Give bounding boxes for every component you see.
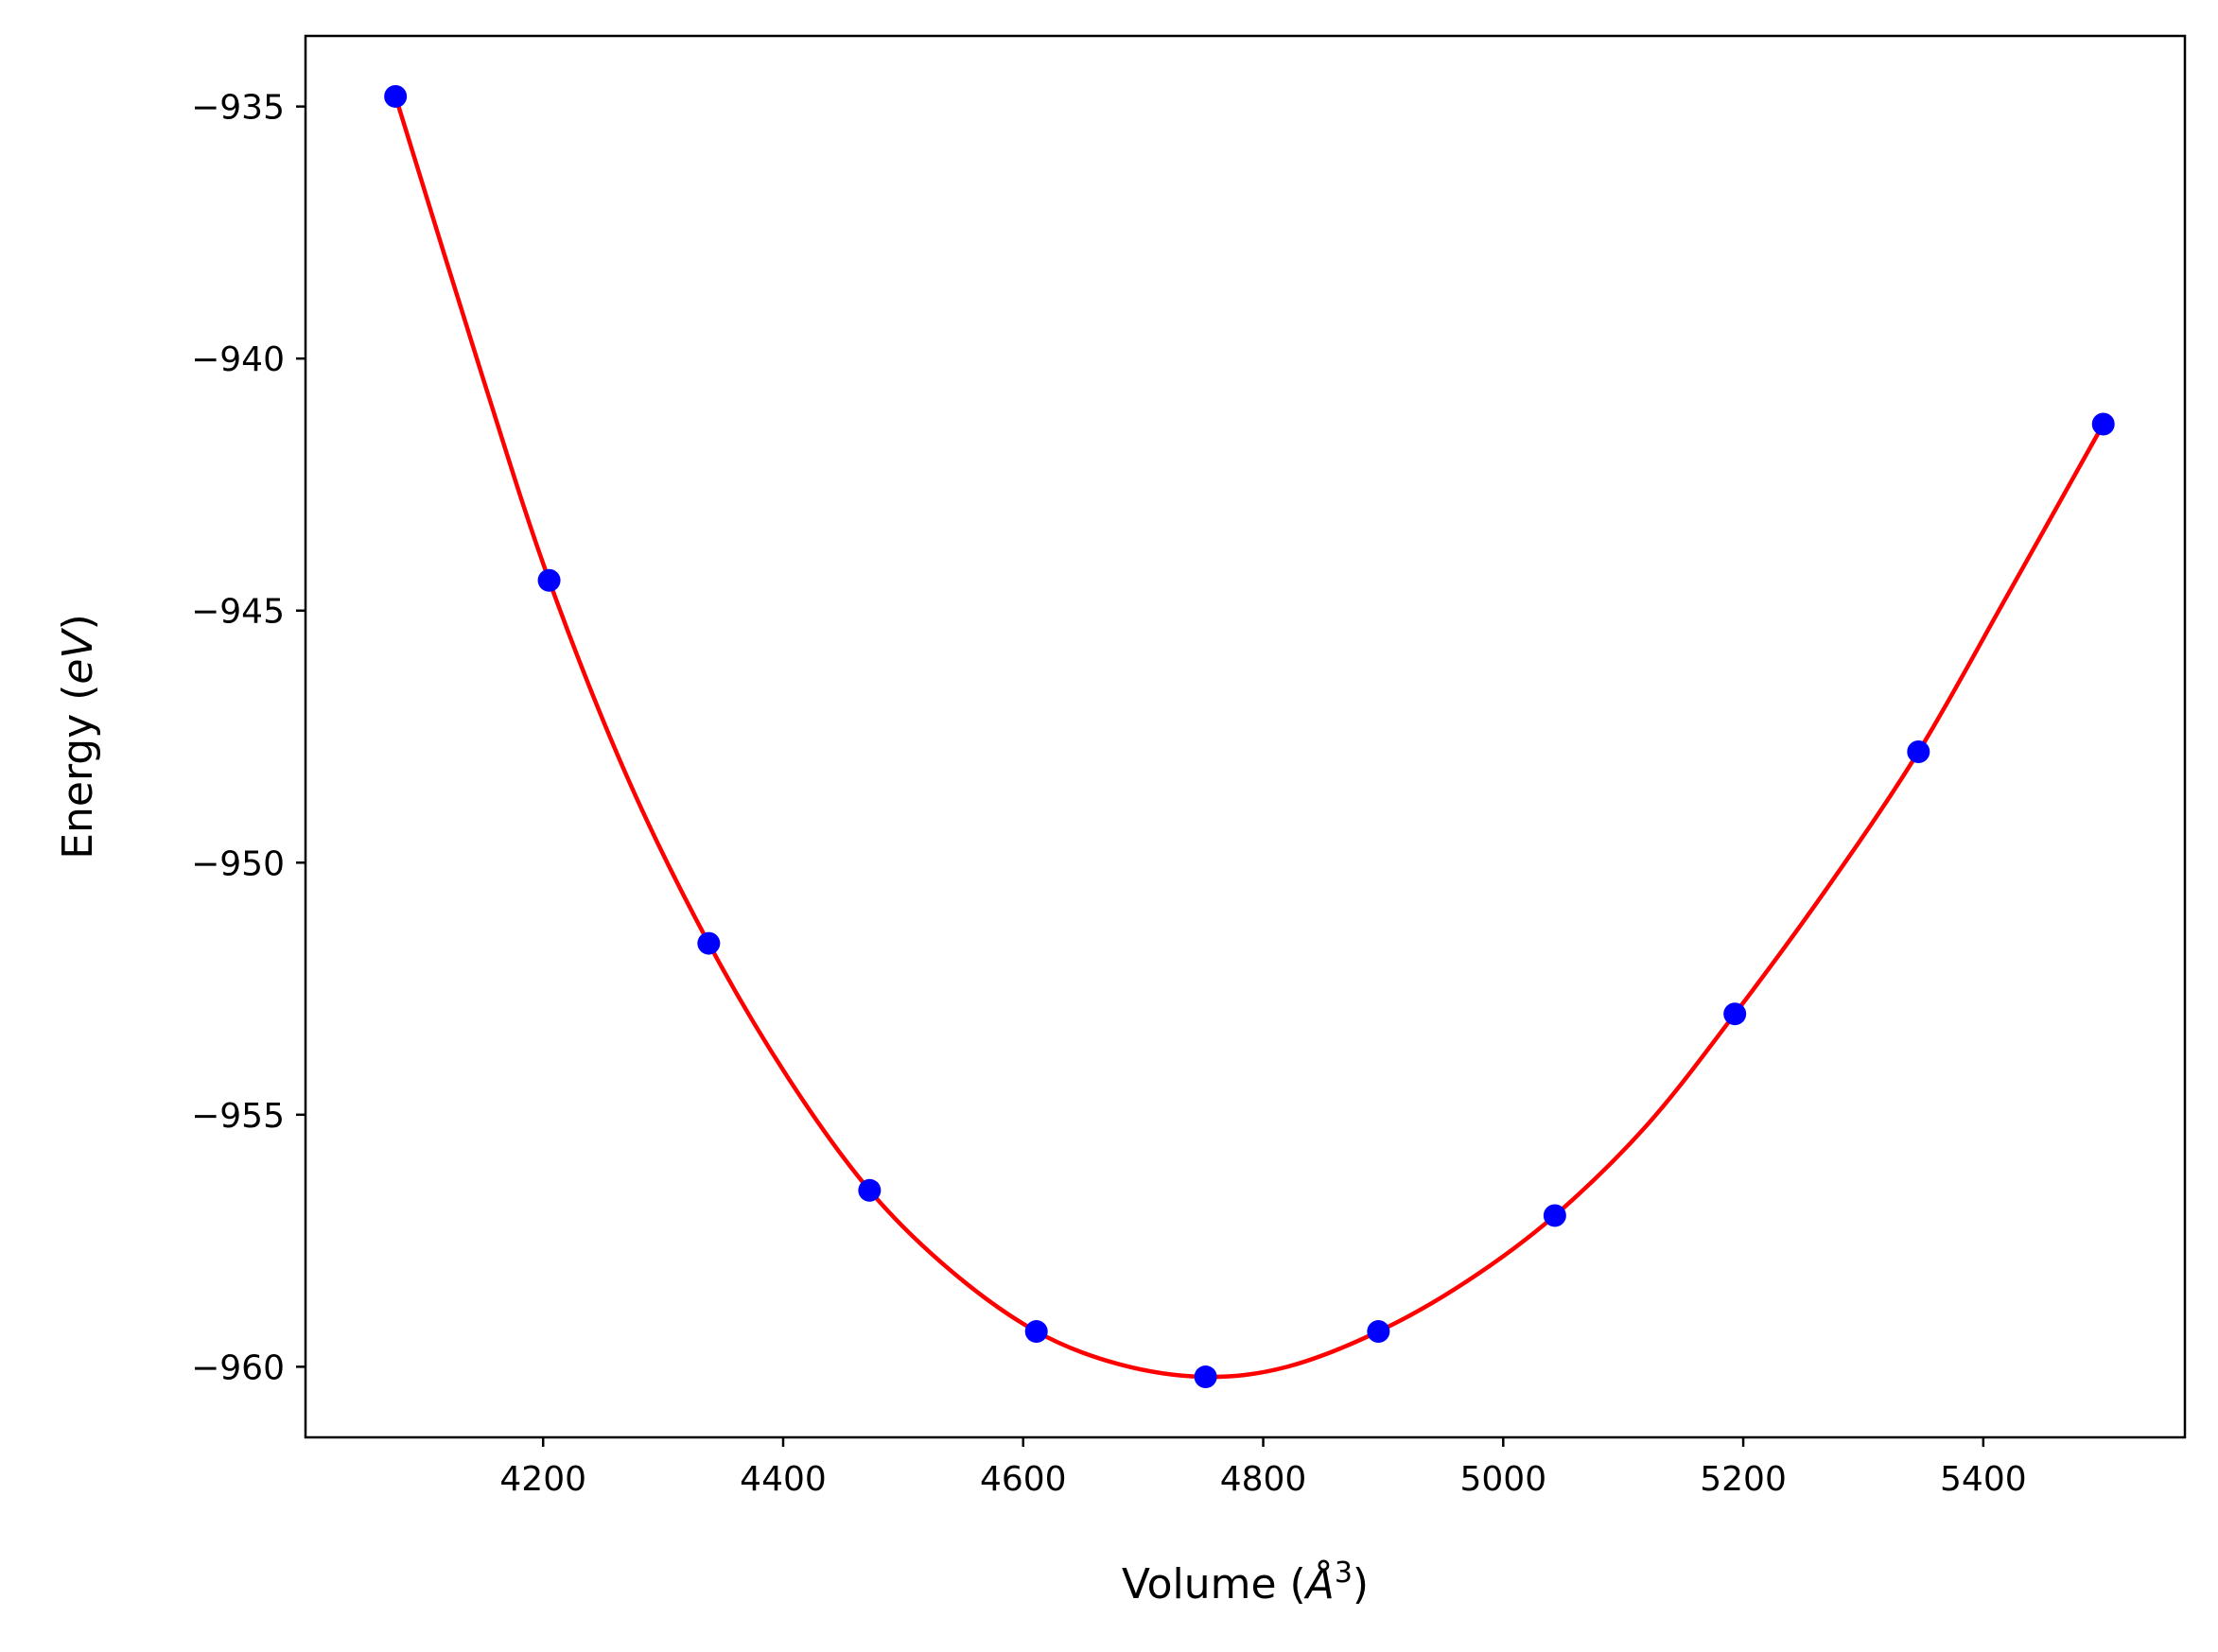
- y-axis-label-open-paren: (: [54, 685, 102, 714]
- x-axis-unit-exponent: 3: [1335, 1556, 1353, 1590]
- data-point: [1543, 1204, 1566, 1227]
- x-axis-label-close-paren: ): [1353, 1560, 1369, 1609]
- data-point: [1907, 739, 1930, 763]
- x-axis-label-text: Volume: [1122, 1560, 1277, 1609]
- y-axis-label-text: Energy: [54, 714, 102, 860]
- x-axis-label: Volume (Å3): [1122, 1556, 1369, 1609]
- data-point: [2091, 412, 2115, 436]
- data-point: [1723, 1002, 1747, 1026]
- x-tick-label: 5400: [1940, 1460, 2027, 1499]
- data-point: [697, 931, 721, 955]
- y-axis-unit: eV: [54, 628, 102, 685]
- data-point: [858, 1178, 882, 1202]
- data-point: [1367, 1320, 1390, 1344]
- data-point: [537, 568, 561, 592]
- y-tick-label: −960: [191, 1348, 285, 1387]
- x-axis-label-open-paren: (: [1277, 1560, 1306, 1609]
- x-tick-label: 4800: [1220, 1460, 1307, 1499]
- y-tick-label: −940: [191, 340, 285, 379]
- x-axis-unit: Å: [1303, 1558, 1335, 1609]
- y-tick-label: −950: [191, 844, 285, 883]
- y-tick-label: −955: [191, 1097, 285, 1136]
- x-tick-label: 5200: [1700, 1460, 1787, 1499]
- x-tick-label: 4400: [740, 1460, 827, 1499]
- x-tick-label: 4200: [499, 1460, 586, 1499]
- y-tick-label: −945: [191, 593, 285, 632]
- y-axis-label-close-paren: ): [54, 614, 102, 630]
- data-point: [384, 84, 408, 108]
- x-tick-label: 5000: [1459, 1460, 1546, 1499]
- fit-curve-line: [393, 96, 2105, 1380]
- x-tick-label: 4600: [980, 1460, 1067, 1499]
- y-axis-label: Energy (eV): [54, 614, 102, 860]
- data-point: [1024, 1320, 1048, 1344]
- axes: 4200 4400 4600 4800 5000 5200 5400 −935 −940 −945…: [191, 34, 2187, 1499]
- plot-frame: [304, 34, 2187, 1439]
- data-point: [1194, 1365, 1217, 1389]
- y-tick-label: −935: [191, 89, 285, 128]
- plot-area: [384, 84, 2115, 1389]
- axis-labels: Volume (Å3) Energy (eV): [54, 614, 1369, 1609]
